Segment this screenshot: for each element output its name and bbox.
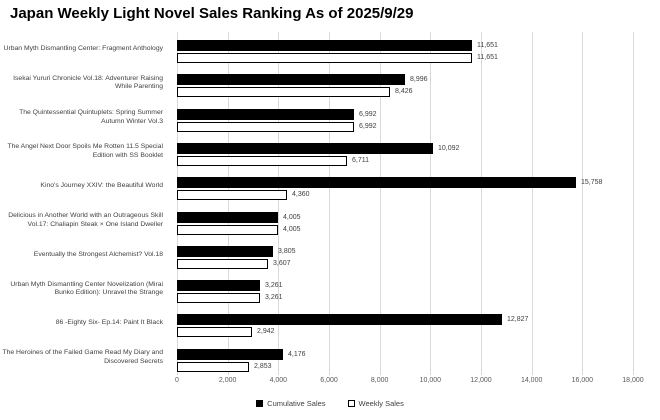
- category-label: Delicious in Another World with an Outra…: [8, 212, 163, 228]
- weekly-sales-bar: [177, 224, 278, 235]
- value-axis: 0 2,000 4,000 6,000 8,000 10,000 12,000 14,000 1…: [0, 377, 660, 387]
- category-label: Kino's Journey XXIV: the Beautiful World: [40, 182, 163, 190]
- data-label: 8,426: [395, 88, 413, 96]
- data-label: 11,651: [477, 54, 498, 61]
- legend-item-weekly: Weekly Sales: [347, 399, 404, 408]
- legend: Cumulative Sales Weekly Sales: [0, 399, 660, 408]
- gridline: [531, 32, 533, 375]
- weekly-sales-bar: [177, 293, 260, 304]
- gridline: [177, 32, 178, 375]
- data-label: 2,853: [254, 362, 272, 370]
- cumulative-sales-bar: [177, 142, 433, 154]
- plot-area: 11,651 11,651 8,996 8,426 6,992 6,992 10,092 6,…: [177, 32, 634, 375]
- x-tick-label: 4,000: [269, 377, 288, 384]
- data-label: 3,261: [265, 282, 283, 290]
- category-label: 86 -Eighty Six- Ep.14: Paint It Black: [55, 319, 163, 327]
- x-tick-label: 16,000: [571, 377, 594, 384]
- data-label: 6,992: [359, 122, 377, 130]
- weekly-sales-bar: [177, 327, 252, 338]
- x-tick-label: 10,000: [419, 377, 442, 384]
- gridline: [278, 32, 280, 375]
- category-label: Eventually the Strongest Alchemist? Vol.…: [33, 250, 163, 258]
- x-tick-label: 18,000: [622, 377, 644, 384]
- cumulative-sales-bar: [177, 245, 273, 257]
- data-label: 2,942: [257, 328, 275, 336]
- category-label: The Quintessential Quintuplets: Spring S…: [19, 109, 163, 125]
- data-label: 11,651: [477, 42, 498, 49]
- legend-label-cumulative: Cumulative Sales: [267, 399, 326, 408]
- data-label: 3,607: [273, 259, 291, 267]
- weekly-sales-bar: [177, 361, 249, 372]
- category-label: Urban Myth Dismantling Center: Fragment …: [3, 44, 163, 52]
- category-label: Isekai Yururi Chronicle Vol.18: Adventur…: [13, 74, 163, 91]
- data-label: 6,992: [359, 110, 377, 118]
- weekly-sales-bar: [177, 190, 287, 201]
- data-label: 6,711: [352, 156, 369, 164]
- cumulative-sales-bar: [177, 211, 278, 223]
- x-tick-label: 0: [175, 377, 179, 384]
- gridline: [430, 32, 432, 375]
- category-axis: Urban Myth Dismantling Center: Fragment …: [0, 32, 170, 375]
- cumulative-sales-bar: [177, 74, 405, 86]
- cumulative-sales-bar: [177, 348, 283, 360]
- data-label: 3,805: [278, 247, 296, 255]
- gridline: [379, 32, 381, 375]
- category-label: Urban Myth Dismantling Center Novelizati…: [10, 280, 163, 297]
- x-tick-label: 8,000: [370, 377, 389, 384]
- x-tick-label: 14,000: [520, 377, 543, 384]
- category-label: The Angel Next Door Spoils Me Rotten 11.…: [7, 143, 163, 160]
- data-label: 10,092: [438, 144, 460, 152]
- gridline: [227, 32, 229, 375]
- cumulative-sales-bar: [177, 280, 260, 292]
- chart-title: Japan Weekly Light Novel Sales Ranking A…: [10, 5, 414, 22]
- x-tick-label: 2,000: [218, 377, 237, 384]
- weekly-sales-bar: [177, 258, 268, 269]
- data-label: 12,827: [507, 316, 529, 324]
- data-label: 3,261: [265, 294, 283, 302]
- data-label: 15,758: [581, 179, 603, 187]
- data-label: 8,996: [410, 76, 428, 84]
- x-tick-label: 12,000: [470, 377, 492, 384]
- legend-item-cumulative: Cumulative Sales: [256, 399, 326, 408]
- gridline: [481, 32, 482, 375]
- legend-label-weekly: Weekly Sales: [358, 399, 404, 408]
- cumulative-sales-bar: [177, 108, 354, 120]
- cumulative-sales-bar: [177, 314, 502, 326]
- cumulative-sales-bar: [177, 177, 576, 189]
- data-label: 4,360: [292, 191, 310, 199]
- cumulative-sales-swatch-icon: [256, 400, 264, 407]
- data-label: 4,176: [288, 350, 306, 358]
- gridline: [633, 32, 634, 375]
- category-label: The Heroines of the Failed Game Read My …: [2, 349, 163, 365]
- weekly-sales-bar: [177, 121, 354, 132]
- data-label: 4,005: [283, 213, 301, 221]
- weekly-sales-swatch-icon: [347, 400, 355, 407]
- gridline: [582, 32, 584, 375]
- weekly-sales-bar: [177, 87, 390, 98]
- weekly-sales-bar: [177, 155, 347, 166]
- cumulative-sales-bar: [177, 40, 472, 51]
- data-label: 4,005: [283, 225, 301, 233]
- x-tick-label: 6,000: [320, 377, 338, 384]
- gridline: [329, 32, 330, 375]
- weekly-sales-bar: [177, 53, 472, 63]
